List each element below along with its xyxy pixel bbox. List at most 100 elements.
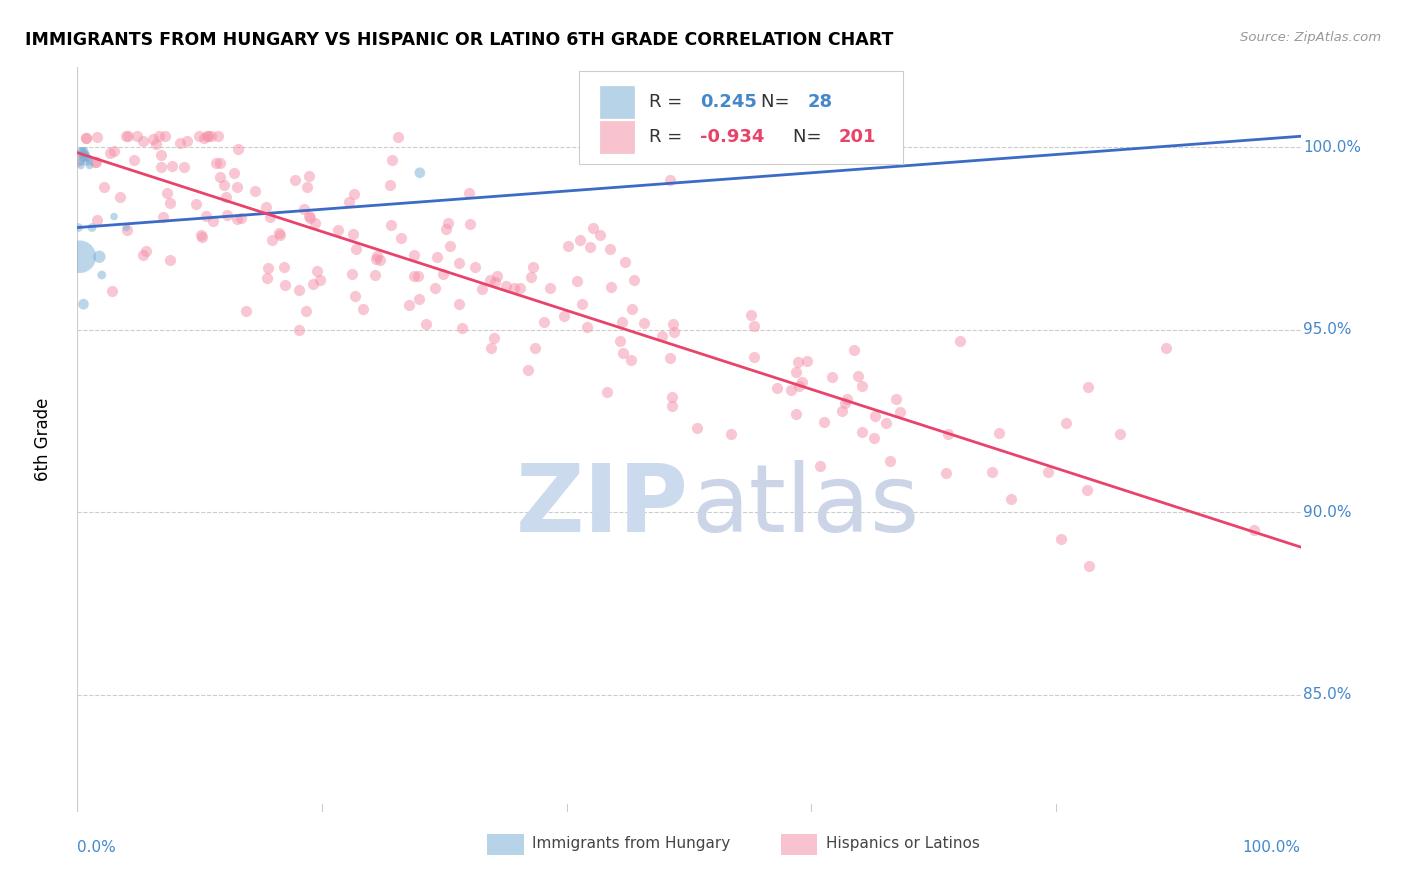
Point (661, 390, 683, 404)
Point (863, 409, 886, 423)
Point (557, 239, 579, 253)
Point (86, 129, 108, 144)
Point (115, 220, 138, 235)
Point (298, 211, 321, 225)
Text: 85.0%: 85.0% (1303, 688, 1351, 702)
Point (987, 425, 1010, 440)
Point (612, 315, 634, 329)
Point (70, 144, 93, 158)
Point (295, 180, 318, 194)
Point (135, 244, 157, 258)
Point (254, 200, 277, 214)
Point (214, 190, 236, 204)
Point (879, 454, 901, 468)
Point (1077, 380, 1099, 394)
Point (426, 250, 449, 264)
Point (458, 186, 481, 200)
Text: Source: ZipAtlas.com: Source: ZipAtlas.com (1240, 31, 1381, 45)
Point (409, 166, 432, 180)
Point (215, 208, 238, 222)
FancyBboxPatch shape (579, 70, 903, 164)
Point (495, 278, 517, 293)
Point (101, 284, 124, 298)
Point (159, 195, 181, 210)
Point (80, 220, 103, 235)
Point (156, 186, 179, 200)
Point (432, 267, 454, 281)
Point (1109, 426, 1132, 441)
Point (75, 154, 97, 169)
Point (949, 334, 972, 348)
Point (122, 153, 145, 168)
Point (478, 273, 501, 287)
Point (262, 233, 284, 247)
Point (259, 211, 281, 225)
Point (73, 147, 96, 161)
Point (98, 145, 121, 160)
Point (77, 151, 100, 165)
Point (402, 248, 425, 262)
Point (889, 405, 911, 419)
Point (981, 465, 1004, 479)
Point (740, 308, 762, 322)
Point (70, 159, 93, 173)
Text: atlas: atlas (692, 460, 920, 552)
Point (1076, 483, 1098, 497)
Point (294, 304, 316, 318)
Point (620, 353, 643, 368)
Point (664, 326, 686, 340)
Point (613, 255, 636, 269)
Point (70, 144, 93, 158)
Text: N=: N= (761, 93, 796, 111)
Point (851, 425, 873, 440)
Text: 100.0%: 100.0% (1243, 840, 1301, 855)
Point (633, 316, 655, 330)
Point (343, 289, 366, 303)
Point (72, 147, 94, 161)
Point (353, 301, 375, 316)
Point (720, 427, 742, 442)
Point (686, 421, 709, 435)
Point (159, 253, 181, 268)
Point (328, 223, 350, 237)
Text: 95.0%: 95.0% (1303, 322, 1351, 337)
Point (225, 180, 247, 194)
Point (595, 385, 617, 400)
Point (366, 249, 388, 263)
Point (742, 318, 765, 333)
Text: N=: N= (793, 128, 827, 146)
Point (304, 216, 326, 230)
FancyBboxPatch shape (599, 121, 634, 153)
FancyBboxPatch shape (599, 87, 634, 118)
Point (785, 365, 807, 379)
Point (659, 351, 682, 366)
Point (1050, 532, 1073, 546)
Point (589, 227, 612, 242)
Point (785, 408, 807, 422)
Point (212, 178, 235, 192)
Point (862, 431, 884, 445)
Point (269, 228, 291, 243)
Point (408, 292, 430, 306)
Point (662, 317, 685, 331)
Point (835, 392, 858, 406)
Point (567, 274, 589, 288)
Point (575, 320, 598, 334)
Point (83, 155, 105, 169)
Point (612, 345, 634, 359)
Point (256, 261, 278, 276)
Point (191, 229, 214, 244)
Point (464, 260, 486, 274)
Point (298, 169, 321, 183)
Text: R =: R = (648, 93, 688, 111)
Point (623, 273, 645, 287)
Point (190, 227, 212, 242)
Point (207, 129, 229, 144)
FancyBboxPatch shape (780, 834, 817, 855)
Text: 28: 28 (807, 93, 832, 111)
Point (273, 260, 295, 274)
Point (152, 210, 174, 224)
Point (209, 169, 232, 184)
Point (235, 304, 257, 318)
Point (150, 160, 173, 174)
